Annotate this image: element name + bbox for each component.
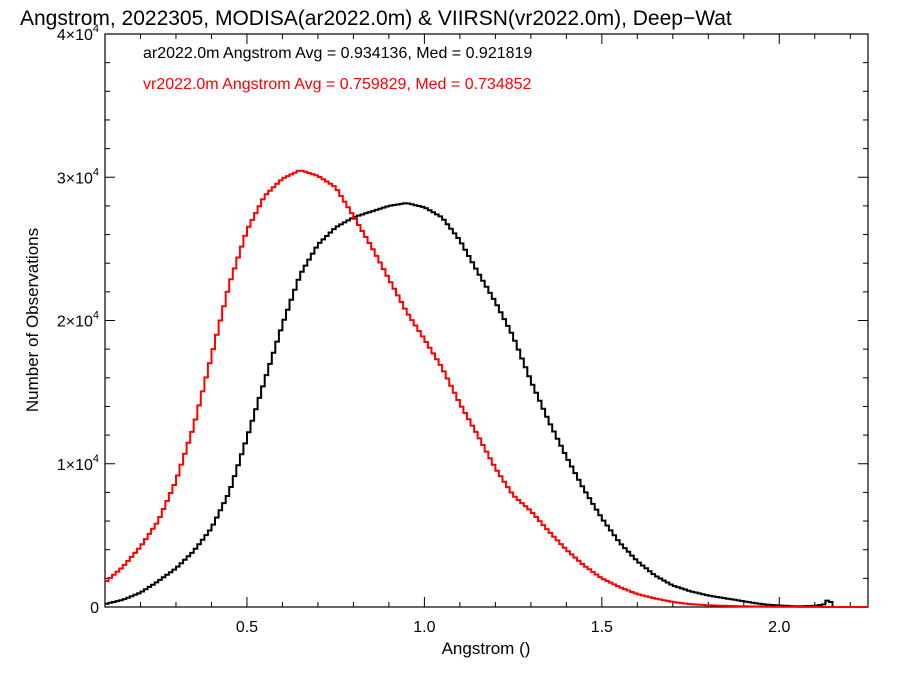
legend-entry-ar2022: ar2022.0m Angstrom Avg = 0.934136, Med =… <box>143 45 532 62</box>
x-tick-label: 1.5 <box>591 619 613 636</box>
y-axis: 0 1×104 2×104 3×104 4×104 <box>57 23 868 617</box>
series-line-ar2022-0m <box>105 202 868 608</box>
x-axis-label: Angstrom () <box>442 639 531 658</box>
x-axis: 0.5 1.0 1.5 2.0 <box>139 34 851 636</box>
y-axis-label: Number of Observations <box>23 228 42 412</box>
y-tick-label: 2×104 <box>57 310 99 331</box>
y-tick-label: 4×104 <box>57 23 99 44</box>
series-layer <box>105 169 868 608</box>
y-tick-label: 3×104 <box>57 166 99 187</box>
x-tick-label: 1.0 <box>413 619 435 636</box>
series-line-vr2022-0m <box>105 169 868 608</box>
y-tick-label: 1×104 <box>57 453 99 474</box>
legend-entry-vr2022: vr2022.0m Angstrom Avg = 0.759829, Med =… <box>143 76 532 93</box>
x-tick-label: 2.0 <box>768 619 790 636</box>
y-tick-label: 0 <box>90 600 99 617</box>
x-tick-label: 0.5 <box>236 619 258 636</box>
chart-title: Angstrom, 2022305, MODISA(ar2022.0m) & V… <box>20 7 732 30</box>
